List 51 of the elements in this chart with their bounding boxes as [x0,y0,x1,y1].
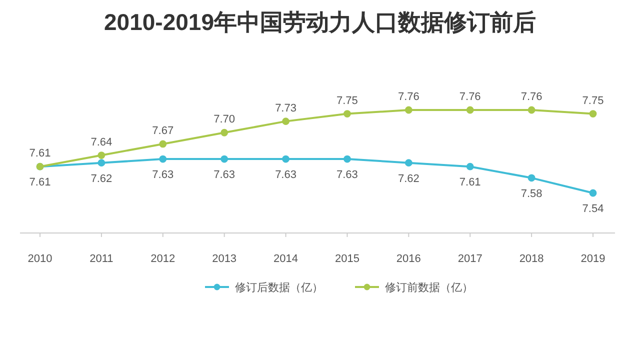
x-tick-label: 2016 [396,253,421,265]
data-label: 7.76 [398,91,420,103]
point [159,140,167,148]
point [98,152,106,159]
point [528,174,536,182]
point [404,159,412,167]
data-label: 7.54 [582,203,604,215]
data-label: 7.76 [520,91,542,103]
data-label: 7.63 [214,169,236,182]
point [466,106,474,114]
data-label: 7.75 [336,94,358,107]
point [589,110,597,118]
x-tick-label: 2011 [90,253,114,265]
data-label: 7.61 [29,148,51,160]
point [404,106,412,114]
x-tick-label: 2018 [519,253,544,265]
point [589,189,597,197]
data-label: 7.67 [152,124,174,137]
point [220,155,228,163]
data-label: 7.61 [29,176,51,189]
x-tick-label: 2013 [212,253,237,265]
point [220,128,228,136]
point [282,118,290,126]
chart-title: 2010-2019年中国劳动力人口数据修订前后 [104,9,536,35]
x-tick-label: 2019 [580,253,606,265]
point [466,162,474,170]
point [159,155,167,163]
data-label: 7.73 [275,102,296,114]
point [528,106,536,114]
data-label: 7.62 [398,172,420,185]
legend-label: 修订后数据（亿） [235,281,323,294]
data-label: 7.63 [275,169,296,182]
data-label: 7.63 [336,169,358,182]
data-label: 7.58 [520,188,542,200]
x-tick-label: 2010 [28,253,52,265]
data-label: 7.70 [214,114,236,126]
x-tick-label: 2017 [458,253,482,265]
data-label: 7.75 [582,94,604,107]
point [282,155,290,163]
x-tick-label: 2014 [274,253,298,265]
legend-label: 修订前数据（亿） [385,282,473,294]
point [344,110,351,118]
point [344,155,351,163]
point [98,159,106,167]
data-label: 7.64 [90,136,112,148]
data-label: 7.76 [459,91,481,103]
data-label: 7.62 [90,172,112,185]
data-label: 7.63 [152,169,174,182]
data-label: 7.61 [459,176,481,189]
x-tick-label: 2012 [150,253,176,265]
x-tick-label: 2015 [334,253,360,265]
